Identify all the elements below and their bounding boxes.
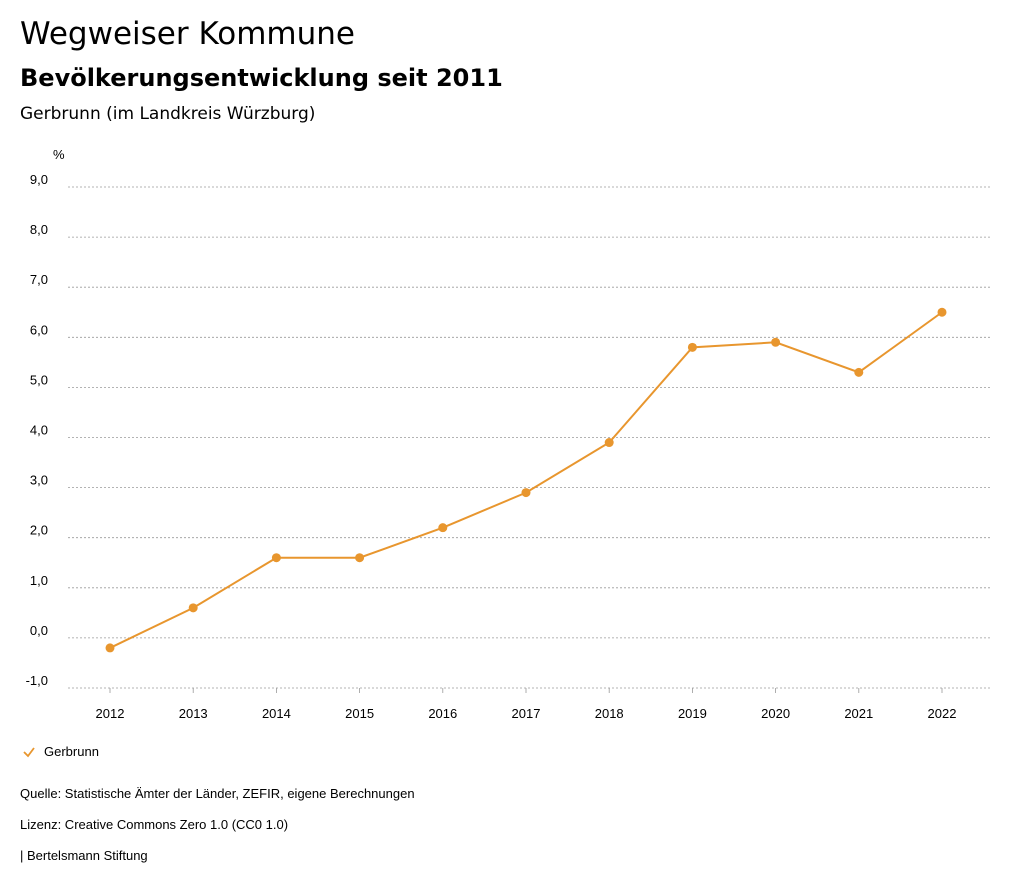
legend-label: Gerbrunn xyxy=(44,744,99,759)
data-point[interactable] xyxy=(687,342,697,352)
y-tick-label: 6,0 xyxy=(30,322,48,337)
y-tick-label: 0,0 xyxy=(30,623,48,638)
y-tick-label: 9,0 xyxy=(30,172,48,187)
x-tick-label: 2020 xyxy=(761,706,790,721)
x-tick-label: 2021 xyxy=(844,706,873,721)
x-tick-label: 2018 xyxy=(595,706,624,721)
license-note: Lizenz: Creative Commons Zero 1.0 (CC0 1… xyxy=(20,817,289,832)
data-point[interactable] xyxy=(771,337,781,347)
line-chart: % -1,0 0,0 1,0 2,0 3,0 4,0 5,0 6,0 7,0 8,0 9,0 201… xyxy=(26,147,991,721)
page-title: Wegweiser Kommune xyxy=(20,16,355,52)
y-tick-label: 1,0 xyxy=(30,573,48,588)
x-tick-label: 2019 xyxy=(678,706,707,721)
x-tick-label: 2012 xyxy=(96,706,125,721)
check-icon xyxy=(23,746,35,757)
data-point[interactable] xyxy=(355,553,365,563)
series-line-gerbrunn xyxy=(109,311,943,649)
data-point[interactable] xyxy=(521,488,531,498)
x-tick-label: 2014 xyxy=(262,706,291,721)
x-tick-label: 2022 xyxy=(928,706,957,721)
y-tick-label: 4,0 xyxy=(30,423,48,438)
data-point[interactable] xyxy=(604,438,614,448)
chart-subtitle: Bevölkerungsentwicklung seit 2011 xyxy=(20,64,503,92)
y-tick-label: -1,0 xyxy=(26,673,48,688)
region-title: Gerbrunn (im Landkreis Würzburg) xyxy=(20,104,316,124)
publisher-note: | Bertelsmann Stiftung xyxy=(20,848,148,863)
data-point[interactable] xyxy=(937,307,947,317)
y-tick-label: 2,0 xyxy=(30,523,48,538)
x-tick-label: 2017 xyxy=(512,706,541,721)
legend-item-gerbrunn[interactable]: Gerbrunn xyxy=(22,744,99,759)
data-point[interactable] xyxy=(854,367,864,377)
data-point[interactable] xyxy=(438,523,448,533)
y-tick-label: 5,0 xyxy=(30,372,48,387)
y-tick-label: 8,0 xyxy=(30,222,48,237)
x-tick-label: 2013 xyxy=(179,706,208,721)
y-tick-label: 3,0 xyxy=(30,473,48,488)
x-tick-label: 2016 xyxy=(428,706,457,721)
data-point[interactable] xyxy=(271,553,281,563)
y-tick-label: 7,0 xyxy=(30,272,48,287)
data-point[interactable] xyxy=(105,643,115,653)
y-axis-unit-label: % xyxy=(53,147,65,162)
x-tick-label: 2015 xyxy=(345,706,374,721)
data-point[interactable] xyxy=(188,603,198,613)
source-note: Quelle: Statistische Ämter der Länder, Z… xyxy=(20,786,415,801)
